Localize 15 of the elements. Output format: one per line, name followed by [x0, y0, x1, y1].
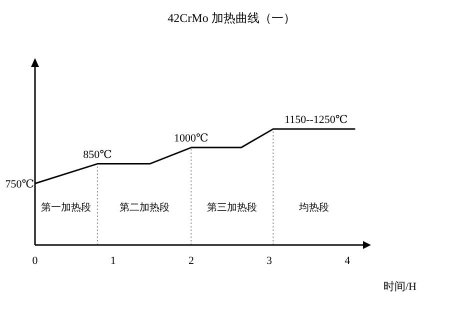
- x-tick-label: 4: [344, 255, 351, 267]
- x-tick-label: 3: [266, 255, 273, 267]
- annotation: 第三加热段: [207, 202, 258, 214]
- x-tick-label: 1: [110, 255, 116, 267]
- annotation: 1000℃: [174, 132, 208, 145]
- x-axis-title: 时间/H: [384, 280, 417, 293]
- annotation: 850℃: [83, 148, 112, 161]
- annotation: 第二加热段: [119, 202, 170, 214]
- annotation: 750℃: [5, 178, 34, 191]
- x-tick-label: 2: [188, 255, 194, 267]
- chart-title: 42CrMo 加热曲线（一）: [168, 11, 296, 25]
- annotation: 1150--1250℃: [284, 114, 348, 126]
- annotation: 第一加热段: [41, 202, 92, 214]
- annotation: 均热段: [298, 202, 330, 214]
- x-tick-label: 0: [32, 255, 38, 267]
